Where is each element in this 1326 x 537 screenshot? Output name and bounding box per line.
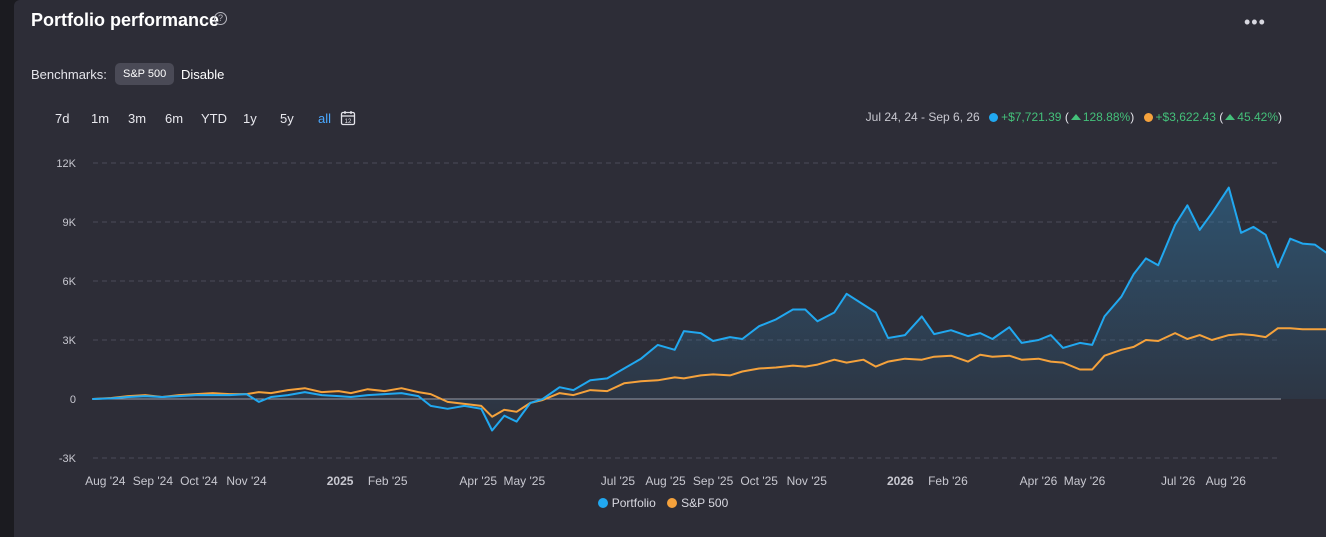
svg-text:12: 12 xyxy=(345,119,352,125)
x-tick-label: Jul '26 xyxy=(1161,474,1196,488)
date-range: Jul 24, 24 - Sep 6, 26 xyxy=(865,110,980,124)
disable-benchmark-button[interactable]: Disable xyxy=(181,67,225,82)
x-tick-label: Oct '24 xyxy=(180,474,218,488)
x-tick-label: Feb '25 xyxy=(368,474,408,488)
portfolio-change: +$7,721.39 xyxy=(1001,110,1062,124)
x-tick-label: Aug '24 xyxy=(85,474,126,488)
portfolio-open-paren: ( xyxy=(1064,110,1069,124)
x-tick-label: Aug '26 xyxy=(1206,474,1247,488)
x-tick-label: Oct '25 xyxy=(740,474,778,488)
range-7d-button[interactable]: 7d xyxy=(55,111,70,126)
x-tick-label: Sep '24 xyxy=(133,474,174,488)
legend-portfolio-label: Portfolio xyxy=(611,496,656,510)
legend-item-benchmark[interactable]: S&P 500 xyxy=(667,496,728,510)
range-3m-button[interactable]: 3m xyxy=(128,111,147,126)
portfolio-close-paren: ) xyxy=(1130,110,1135,124)
portfolio-area xyxy=(93,187,1326,431)
portfolio-series-line xyxy=(92,186,1326,432)
x-tick-label: May '25 xyxy=(503,474,545,488)
x-tick-label: Aug '25 xyxy=(645,474,686,488)
x-tick-label: Apr '25 xyxy=(459,474,497,488)
benchmark-pct: 45.42% xyxy=(1237,110,1278,124)
legend-item-portfolio[interactable]: Portfolio xyxy=(597,496,656,510)
benchmark-dot-icon xyxy=(1143,113,1153,122)
range-1m-button[interactable]: 1m xyxy=(91,111,110,126)
x-tick-label: 2026 xyxy=(887,474,914,488)
x-tick-label: Jul '25 xyxy=(601,474,636,488)
x-tick-label: May '26 xyxy=(1064,474,1106,488)
range-all-button[interactable]: all xyxy=(318,111,332,126)
portfolio-dot-icon xyxy=(989,113,999,122)
benchmark-change: +$3,622.43 xyxy=(1155,110,1216,124)
chart-legend: Portfolio S&P 500 xyxy=(0,496,1326,510)
range-6m-button[interactable]: 6m xyxy=(165,111,184,126)
sp500-series-line xyxy=(92,327,1326,418)
more-options-icon[interactable]: ••• xyxy=(1244,12,1266,32)
up-arrow-icon xyxy=(1225,114,1236,120)
up-arrow-icon xyxy=(1070,114,1081,120)
y-tick-label: 12K xyxy=(56,158,76,170)
range-1y-button[interactable]: 1y xyxy=(243,111,257,126)
benchmark-open-paren: ( xyxy=(1219,110,1224,124)
calendar-icon[interactable]: 12 xyxy=(340,110,356,126)
y-tick-label: 6K xyxy=(63,276,77,288)
legend-benchmark-label: S&P 500 xyxy=(681,496,729,510)
help-icon[interactable]: ? xyxy=(214,12,227,25)
range-ytd-button[interactable]: YTD xyxy=(201,111,227,126)
x-tick-label: 2025 xyxy=(327,474,354,488)
benchmarks-label: Benchmarks: xyxy=(31,67,107,82)
y-tick-label: 0 xyxy=(70,394,76,406)
benchmark-legend-dot-icon xyxy=(667,498,678,508)
portfolio-legend-dot-icon xyxy=(597,498,608,508)
y-tick-label: 3K xyxy=(63,335,77,347)
benchmark-close-paren: ) xyxy=(1278,110,1282,124)
portfolio-performance-panel xyxy=(14,0,1326,537)
portfolio-pct: 128.88% xyxy=(1082,110,1131,124)
x-tick-label: Sep '25 xyxy=(693,474,734,488)
benchmark-chip[interactable]: S&P 500 xyxy=(115,63,175,85)
y-tick-label: -3K xyxy=(59,453,77,465)
x-tick-label: Apr '26 xyxy=(1020,474,1058,488)
x-tick-label: Nov '25 xyxy=(787,474,828,488)
x-tick-label: Feb '26 xyxy=(928,474,968,488)
x-tick-label: Nov '24 xyxy=(226,474,267,488)
y-tick-label: 9K xyxy=(63,217,77,229)
range-5y-button[interactable]: 5y xyxy=(280,111,294,126)
page-title: Portfolio performance xyxy=(31,10,220,30)
performance-summary: Jul 24, 24 - Sep 6, 26 +$7,721.39 (128.8… xyxy=(866,110,1282,124)
